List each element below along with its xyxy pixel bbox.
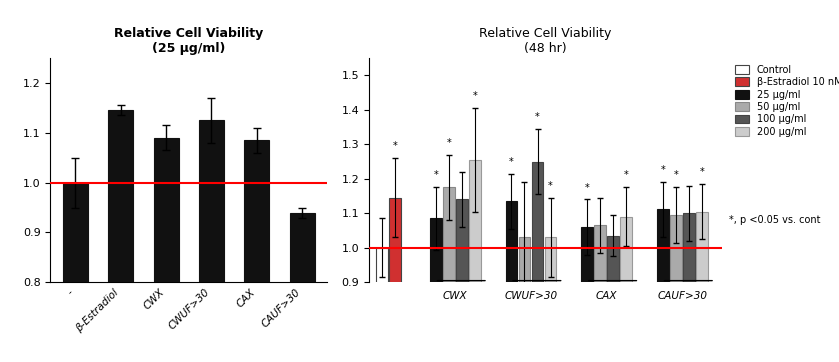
Text: *: * [509,157,513,167]
Legend: Control, β-Estradiol 10 nM, 25 μg/ml, 50 μg/ml, 100 μg/ml, 200 μg/ml: Control, β-Estradiol 10 nM, 25 μg/ml, 50… [733,63,839,139]
Bar [545,237,556,362]
Bar [108,110,133,362]
Bar [63,182,88,362]
Bar [657,209,669,362]
Text: CAX: CAX [596,291,618,301]
Bar [594,226,606,362]
Bar [199,120,224,362]
Text: *: * [472,91,477,101]
Bar [377,248,388,362]
Title: Relative Cell Viability
(25 μg/ml): Relative Cell Viability (25 μg/ml) [114,28,263,55]
Bar [607,236,619,362]
Text: *: * [434,171,438,181]
Text: *: * [660,165,665,174]
Bar [506,201,518,362]
Text: CAUF>30: CAUF>30 [658,291,707,301]
Bar [469,160,481,362]
Text: *: * [548,181,553,191]
Bar [289,212,315,362]
Text: *: * [393,141,398,151]
Text: *, p <0.05 vs. cont: *, p <0.05 vs. cont [728,215,820,225]
Bar [244,140,269,362]
Text: CWX: CWX [443,291,467,301]
Bar [670,215,682,362]
Title: Relative Cell Viability
(48 hr): Relative Cell Viability (48 hr) [479,28,612,55]
Text: *: * [674,171,678,181]
Bar [154,138,179,362]
Bar [389,198,401,362]
Bar [581,227,593,362]
Bar [519,237,530,362]
Text: *: * [446,138,451,148]
Bar [532,161,544,362]
Text: *: * [585,182,590,193]
Text: *: * [624,171,628,181]
Bar [443,188,455,362]
Text: *: * [700,167,704,177]
Bar [430,219,441,362]
Bar [683,213,695,362]
Text: *: * [535,112,539,122]
Text: CWUF>30: CWUF>30 [504,291,558,301]
Bar [620,217,632,362]
Bar [696,211,708,362]
Bar [456,199,467,362]
